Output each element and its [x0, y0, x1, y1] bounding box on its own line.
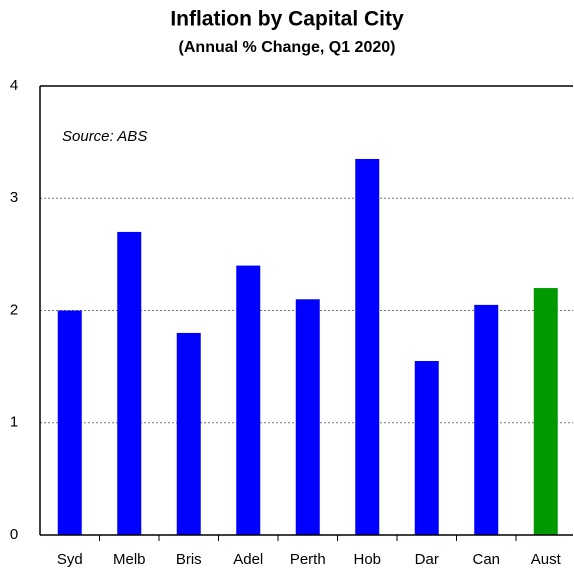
bar: [414, 361, 439, 535]
y-tick-label: 2: [10, 301, 18, 318]
x-tick-label: Hob: [353, 551, 381, 568]
bar: [117, 231, 142, 536]
bar: [176, 332, 201, 535]
bar: [355, 158, 380, 535]
y-tick-label: 4: [10, 77, 18, 94]
x-tick-label: Adel: [233, 551, 263, 568]
chart-title: Inflation by Capital City: [170, 8, 404, 31]
x-tick-label: Melb: [113, 551, 146, 568]
y-tick-label: 0: [10, 526, 18, 543]
x-tick-label: Syd: [57, 551, 83, 568]
x-tick-label: Bris: [176, 551, 202, 568]
x-tick-label: Aust: [531, 551, 562, 568]
x-tick-label: Perth: [290, 551, 326, 568]
bar: [295, 299, 320, 535]
bar: [57, 310, 82, 535]
x-tick-label: Dar: [415, 551, 439, 568]
chart-subtitle: (Annual % Change, Q1 2020): [179, 39, 396, 56]
annotation: Source: ABS: [62, 128, 147, 145]
y-tick-label: 1: [10, 414, 18, 431]
bar: [236, 265, 261, 535]
x-tick-label: Can: [472, 551, 500, 568]
y-tick-label: 3: [10, 189, 18, 206]
bar: [533, 288, 558, 535]
bar: [474, 304, 499, 535]
